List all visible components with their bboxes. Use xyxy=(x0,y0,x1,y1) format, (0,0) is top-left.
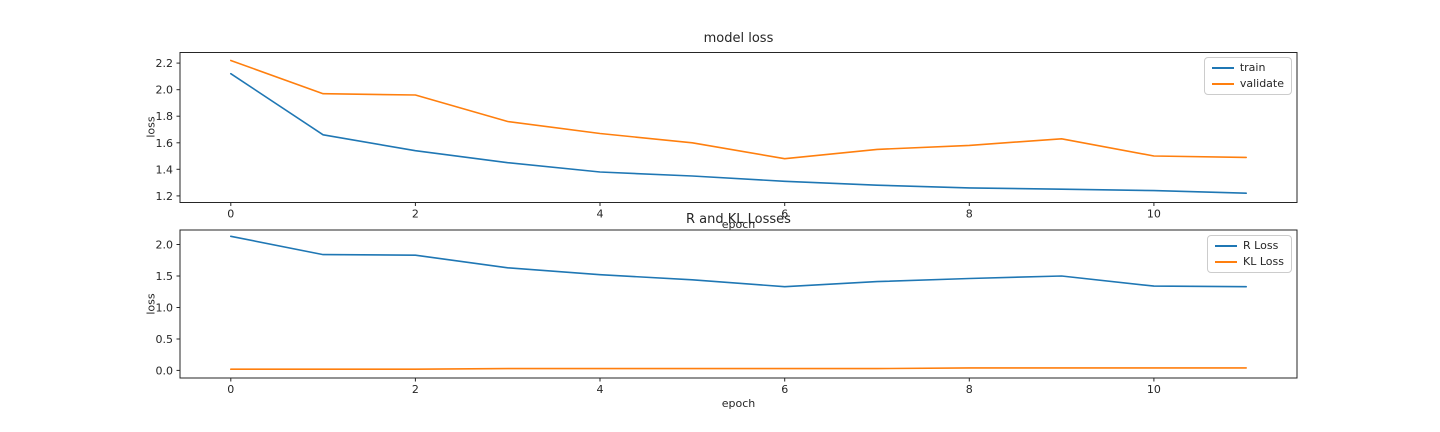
x-tick-label: 4 xyxy=(597,383,604,396)
series-line-r-loss xyxy=(230,235,1247,288)
legend-line-swatch-validate xyxy=(1211,83,1234,85)
legend-label-train: train xyxy=(1239,61,1266,74)
y-tick-label: 1.6 xyxy=(156,137,174,150)
x-tick-label: 8 xyxy=(966,383,973,396)
series-line-train xyxy=(230,72,1247,194)
x-tick-label: 2 xyxy=(412,208,419,221)
x-tick-label: 8 xyxy=(966,208,973,221)
x-tick-label: 6 xyxy=(781,383,788,396)
y-tick-label: 0.0 xyxy=(156,364,174,377)
subplot1-xlabel: epoch xyxy=(721,218,756,231)
y-tick-label: 1.0 xyxy=(156,302,174,315)
x-tick-label: 0 xyxy=(227,208,234,221)
subplot1-ylabel: loss xyxy=(144,116,158,138)
legend-entry-r-loss: R Loss xyxy=(1215,240,1284,252)
y-tick-label: 0.5 xyxy=(156,333,174,346)
series-line-validate xyxy=(230,59,1247,160)
subplot1-legend: train validate xyxy=(1203,57,1292,95)
legend-entry-train: train xyxy=(1211,61,1284,74)
y-tick-label: 2.0 xyxy=(156,239,174,252)
legend-line-swatch-r-loss xyxy=(1215,245,1238,247)
legend-label-validate: validate xyxy=(1239,77,1284,90)
subplot-2: 0 2 4 6 8 10 0.0 0.5 1.0 1.5 2.0 xyxy=(156,229,1298,396)
legend-entry-validate: validate xyxy=(1211,77,1284,90)
y-tick-label: 1.5 xyxy=(156,270,174,283)
x-tick-label: 10 xyxy=(1147,208,1161,221)
legend-entry-kl-loss: KL Loss xyxy=(1215,256,1284,268)
legend-label-r-loss: R Loss xyxy=(1243,239,1279,252)
legend-line-swatch-train xyxy=(1211,67,1234,69)
subplot2-xlabel: epoch xyxy=(721,397,756,410)
x-tick-label: 10 xyxy=(1147,383,1161,396)
x-tick-label: 4 xyxy=(597,208,604,221)
x-tick-label: 0 xyxy=(227,383,234,396)
axes-spines xyxy=(179,229,1298,379)
subplot2-legend: R Loss KL Loss xyxy=(1207,235,1292,273)
axes-spines xyxy=(179,52,1298,203)
subplot-1: 0 2 4 6 8 10 1.2 1.4 1.6 1.8 2.0 2.2 xyxy=(156,52,1298,221)
series-line-kl-loss xyxy=(230,367,1247,371)
y-tick-label: 1.2 xyxy=(156,190,174,203)
y-tick-label: 2.0 xyxy=(156,84,174,97)
legend-label-kl-loss: KL Loss xyxy=(1243,255,1284,268)
x-tick-label: 6 xyxy=(781,208,788,221)
x-tick-label: 2 xyxy=(412,383,419,396)
subplot2-ylabel: loss xyxy=(144,293,158,315)
legend-line-swatch-kl-loss xyxy=(1215,261,1238,263)
y-tick-label: 2.2 xyxy=(156,57,174,70)
subplot1-title: model loss xyxy=(703,31,774,46)
y-tick-label: 1.8 xyxy=(156,110,174,123)
y-tick-label: 1.4 xyxy=(156,163,174,176)
subplot2-title: R and KL Losses xyxy=(686,212,791,227)
